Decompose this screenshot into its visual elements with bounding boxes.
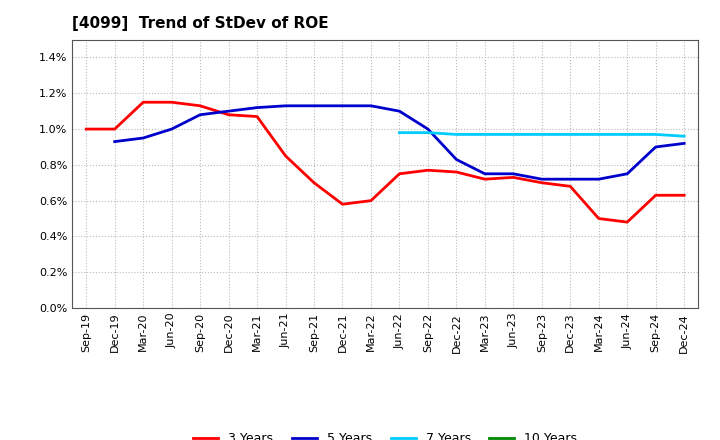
3 Years — [282, 153, 290, 158]
5 Years — [110, 139, 119, 144]
5 Years — [395, 109, 404, 114]
7 Years — [680, 134, 688, 139]
5 Years — [509, 171, 518, 176]
3 Years — [423, 168, 432, 173]
7 Years — [509, 132, 518, 137]
3 Years — [82, 126, 91, 132]
Line: 5 Years: 5 Years — [114, 106, 684, 179]
5 Years — [423, 126, 432, 132]
3 Years — [310, 180, 318, 185]
3 Years — [338, 202, 347, 207]
3 Years — [167, 99, 176, 105]
5 Years — [139, 136, 148, 141]
3 Years — [452, 169, 461, 175]
3 Years — [566, 183, 575, 189]
7 Years — [452, 132, 461, 137]
5 Years — [253, 105, 261, 110]
7 Years — [537, 132, 546, 137]
3 Years — [225, 112, 233, 117]
5 Years — [167, 126, 176, 132]
5 Years — [452, 157, 461, 162]
7 Years — [566, 132, 575, 137]
7 Years — [423, 130, 432, 135]
3 Years — [652, 193, 660, 198]
7 Years — [595, 132, 603, 137]
5 Years — [680, 141, 688, 146]
5 Years — [595, 176, 603, 182]
3 Years — [366, 198, 375, 203]
5 Years — [566, 176, 575, 182]
3 Years — [139, 99, 148, 105]
5 Years — [310, 103, 318, 108]
Line: 3 Years: 3 Years — [86, 102, 684, 222]
3 Years — [196, 103, 204, 108]
5 Years — [338, 103, 347, 108]
3 Years — [480, 176, 489, 182]
3 Years — [595, 216, 603, 221]
5 Years — [623, 171, 631, 176]
5 Years — [196, 112, 204, 117]
7 Years — [480, 132, 489, 137]
5 Years — [282, 103, 290, 108]
7 Years — [652, 132, 660, 137]
5 Years — [480, 171, 489, 176]
5 Years — [366, 103, 375, 108]
Legend: 3 Years, 5 Years, 7 Years, 10 Years: 3 Years, 5 Years, 7 Years, 10 Years — [188, 427, 582, 440]
3 Years — [537, 180, 546, 185]
3 Years — [253, 114, 261, 119]
3 Years — [110, 126, 119, 132]
7 Years — [395, 130, 404, 135]
3 Years — [623, 220, 631, 225]
Line: 7 Years: 7 Years — [400, 132, 684, 136]
5 Years — [537, 176, 546, 182]
5 Years — [225, 109, 233, 114]
Text: [4099]  Trend of StDev of ROE: [4099] Trend of StDev of ROE — [72, 16, 328, 32]
7 Years — [623, 132, 631, 137]
3 Years — [680, 193, 688, 198]
3 Years — [395, 171, 404, 176]
3 Years — [509, 175, 518, 180]
5 Years — [652, 144, 660, 150]
